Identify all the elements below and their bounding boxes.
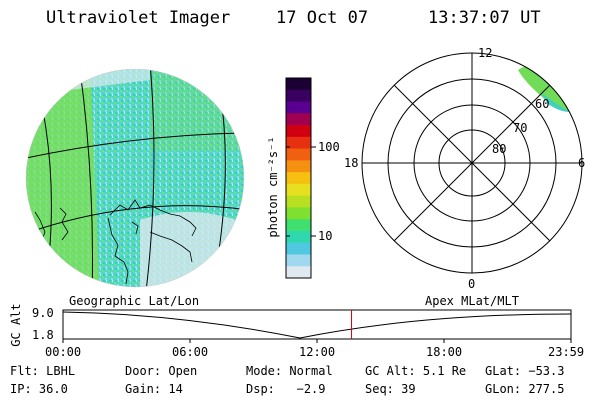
- colorbar-swatch: [286, 113, 311, 126]
- apex-caption: Apex MLat/MLT: [425, 294, 519, 308]
- status-glon: GLon: 277.5: [485, 382, 565, 396]
- colorbar-swatch: [286, 207, 311, 220]
- colorbar-tick-100: 100: [318, 140, 340, 154]
- colorbar-frame: [285, 77, 312, 279]
- mlt-label-12: 12: [478, 46, 493, 60]
- colorbar-swatch: [286, 266, 311, 279]
- polar-plot: [361, 52, 583, 274]
- timeline-xtick-1: 06:00: [172, 345, 209, 359]
- mlt-label-6: 6: [578, 156, 586, 170]
- status-seq: Seq: 39: [365, 382, 416, 396]
- status-mode: Mode: Normal: [246, 364, 333, 378]
- geographic-map: [25, 68, 245, 288]
- date-label: 17 Oct 07: [276, 8, 369, 28]
- colorbar-swatch: [286, 242, 311, 255]
- colorbar-swatch: [286, 148, 311, 161]
- timeline-xtick-3: 18:00: [426, 345, 463, 359]
- coastlines: [34, 199, 197, 285]
- colorbar: [285, 77, 312, 279]
- status-gain: Gain: 14: [125, 382, 183, 396]
- lat-label-60: 60: [535, 97, 550, 111]
- colorbar-swatch: [286, 78, 311, 91]
- colorbar-swatch: [286, 195, 311, 208]
- lat-label-70: 70: [513, 121, 528, 135]
- status-door: Door: Open: [125, 364, 198, 378]
- altitude-timeline: [62, 309, 572, 343]
- timeline-ytick-low: 1.8: [32, 328, 54, 342]
- lat-label-80: 80: [492, 142, 507, 156]
- colorbar-swatch: [286, 136, 311, 150]
- status-gc-alt: GC Alt: 5.1 Re: [365, 364, 467, 378]
- timeline-axis-label: GC Alt: [9, 303, 23, 347]
- status-dsp: Dsp: −2.9: [246, 382, 326, 396]
- time-label: 13:37:07 UT: [428, 8, 541, 28]
- geographic-caption: Geographic Lat/Lon: [69, 294, 200, 308]
- colorbar-tick-10: 10: [318, 229, 333, 243]
- colorbar-swatch: [286, 172, 311, 185]
- timeline-xtick-4: 23:59: [548, 345, 585, 359]
- status-glat: GLat: −53.3: [485, 364, 565, 378]
- timeline-xtick-2: 12:00: [299, 345, 336, 359]
- instrument-title: Ultraviolet Imager: [46, 8, 231, 28]
- colorbar-swatch: [286, 219, 311, 232]
- colorbar-swatch: [286, 230, 311, 244]
- colorbar-swatch: [286, 101, 311, 114]
- colorbar-unit-label: photon cm⁻²s⁻¹: [266, 136, 280, 238]
- mlt-label-18: 18: [344, 156, 359, 170]
- timeline-xtick-0: 00:00: [45, 345, 82, 359]
- mlt-label-0: 0: [468, 277, 476, 291]
- status-ip: IP: 36.0: [10, 382, 68, 396]
- colorbar-swatch: [286, 125, 311, 138]
- colorbar-swatch: [286, 89, 311, 103]
- colorbar-swatch: [286, 160, 311, 173]
- colorbar-swatch: [286, 254, 311, 267]
- status-flt: Flt: LBHL: [10, 364, 76, 378]
- timeline-ytick-high: 9.0: [32, 306, 54, 320]
- colorbar-swatch: [286, 183, 311, 197]
